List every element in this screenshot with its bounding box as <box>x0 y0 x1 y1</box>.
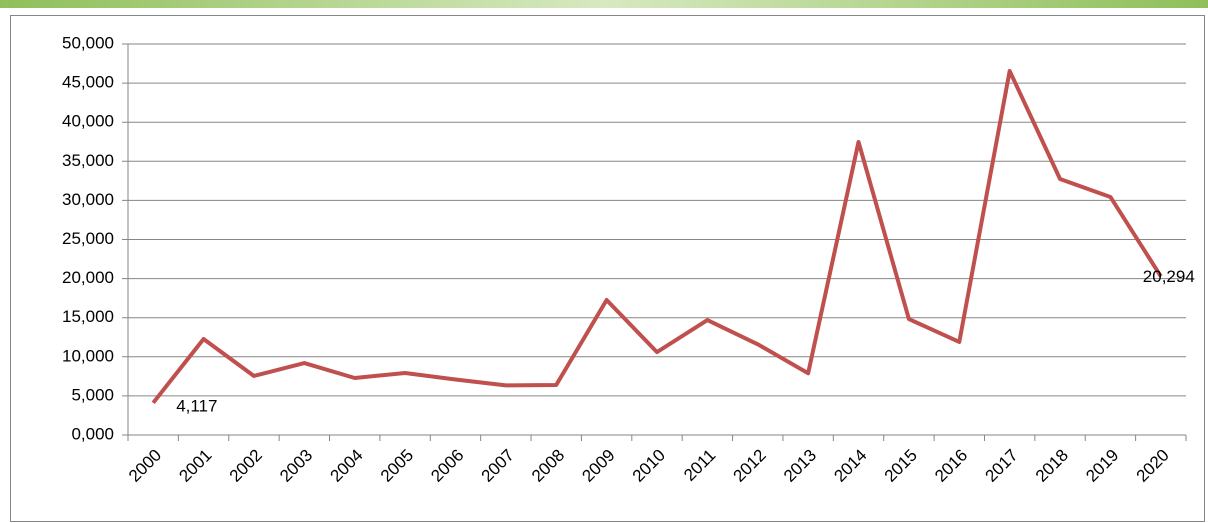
y-tick-label: 35,000 <box>62 151 114 170</box>
y-tick-label: 20,000 <box>62 268 114 287</box>
y-tick-label: 50,000 <box>62 33 114 52</box>
y-tick-label: 15,000 <box>62 307 114 326</box>
y-tick-label: 10,000 <box>62 346 114 365</box>
top-strip <box>0 0 1208 8</box>
y-tick-label: 0,000 <box>71 424 114 443</box>
line-series <box>151 68 1163 405</box>
y-tick-label: 5,000 <box>71 385 114 404</box>
y-tick-label: 45,000 <box>62 73 114 92</box>
y-tick-label: 40,000 <box>62 112 114 131</box>
y-tick-label: 25,000 <box>62 229 114 248</box>
data-label: 4,117 <box>176 396 217 415</box>
y-tick-label: 30,000 <box>62 190 114 209</box>
data-label: 20,294 <box>1143 267 1195 286</box>
chart-frame <box>10 15 1205 522</box>
